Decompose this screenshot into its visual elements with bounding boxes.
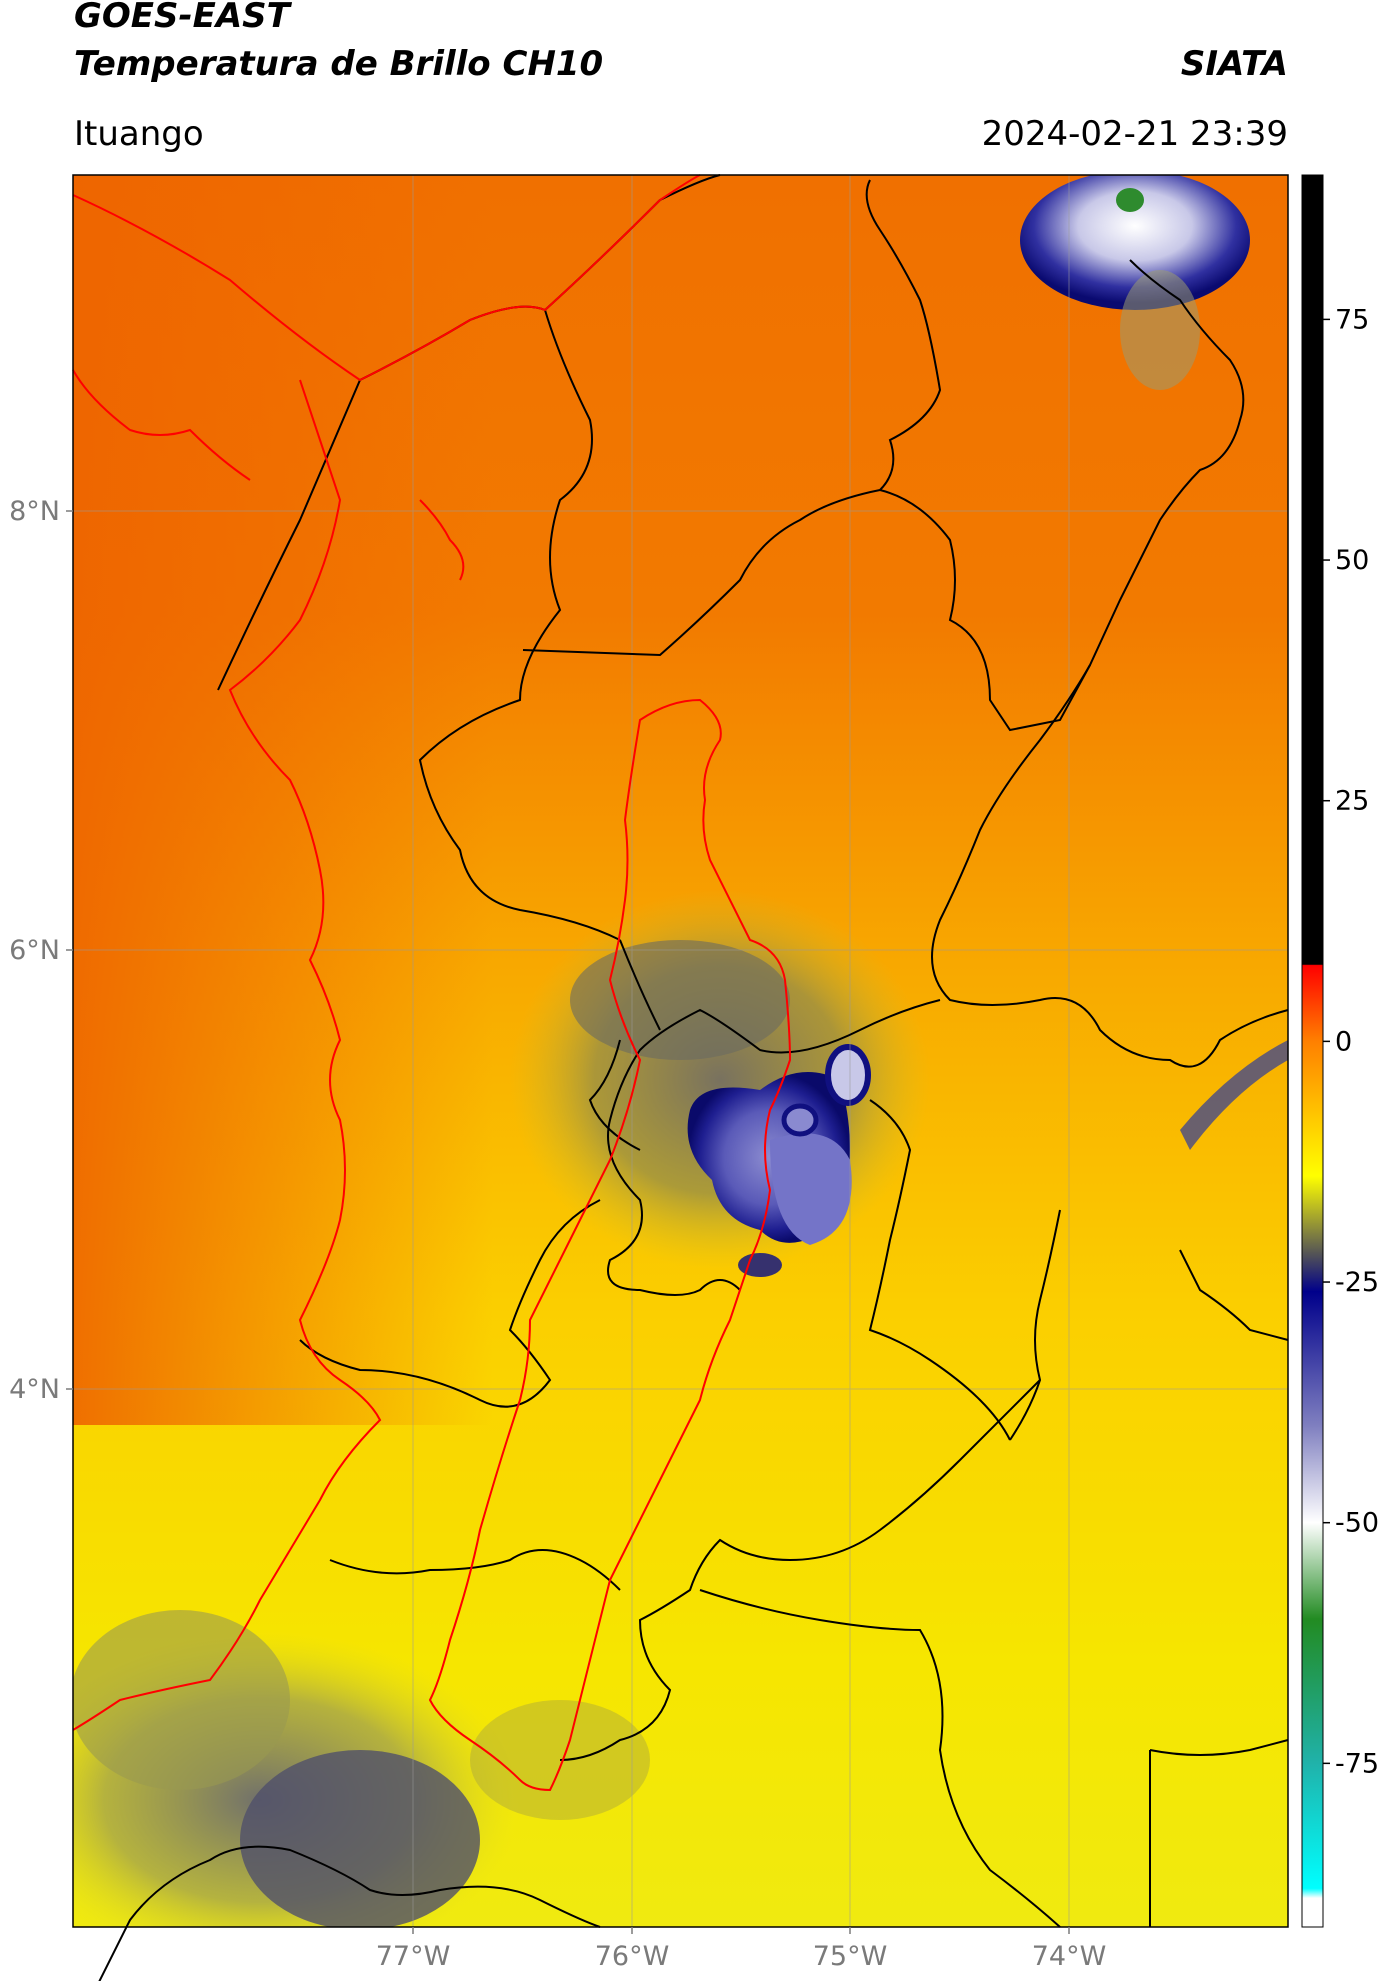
lat-label-4n: 4°N	[9, 1374, 60, 1405]
latitude-axis: 8°N 6°N 4°N	[9, 496, 73, 1405]
lat-label-6n: 6°N	[9, 935, 60, 966]
lon-label-77w: 77°W	[376, 1941, 451, 1972]
ituango-basin-outline	[428, 698, 792, 1792]
graticule	[73, 175, 1288, 1927]
satellite-title: GOES-EAST	[74, 0, 290, 36]
map-frame	[72, 174, 1289, 1928]
colorbar-gradient	[1302, 175, 1323, 1927]
lat-label-8n: 8°N	[9, 496, 60, 527]
lon-label-74w: 74°W	[1032, 1941, 1107, 1972]
lon-label-75w: 75°W	[813, 1941, 888, 1972]
brightness-temperature-field	[73, 175, 1288, 1927]
department-borders	[98, 174, 1289, 1981]
colorbar-tick-label: -75	[1335, 1748, 1379, 1779]
colorbar-tick-label: 0	[1335, 1026, 1352, 1057]
colorbar-tick-label: 75	[1335, 304, 1369, 335]
region-label: Ituango	[74, 114, 204, 154]
colorbar: 75 50 25 0 -25 -50 -75	[1301, 174, 1379, 1928]
lon-label-76w: 76°W	[595, 1941, 670, 1972]
product-title: Temperatura de Brillo CH10	[74, 44, 604, 84]
colorbar-tick-label: -50	[1335, 1508, 1379, 1539]
longitude-axis: 77°W 76°W 75°W 74°W	[376, 1927, 1107, 1972]
colorbar-tick-label: 50	[1335, 545, 1369, 576]
colorbar-tick-label: -25	[1335, 1267, 1379, 1298]
colorbar-tick-label: 25	[1335, 786, 1369, 817]
colorbar-fill	[1302, 175, 1323, 1927]
colorbar-frame	[1301, 174, 1324, 1928]
colorbar-ticks: 75 50 25 0 -25 -50 -75	[1323, 304, 1379, 1779]
timestamp-label: 2024-02-21 23:39	[981, 114, 1288, 154]
org-label: SIATA	[1180, 44, 1288, 84]
coastline	[72, 174, 701, 1731]
